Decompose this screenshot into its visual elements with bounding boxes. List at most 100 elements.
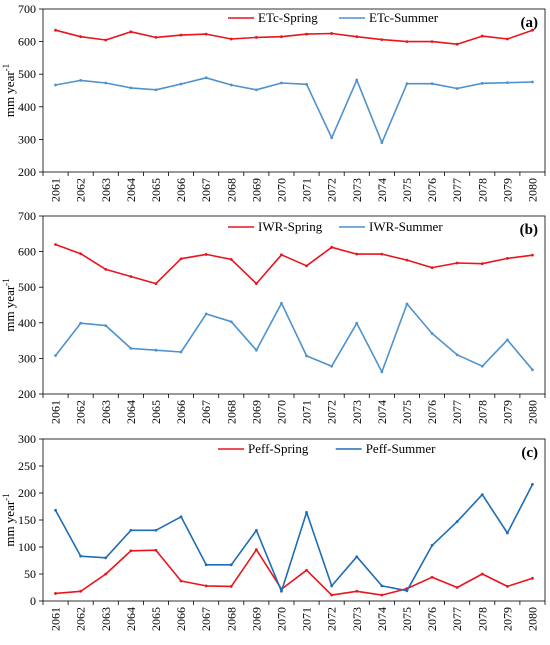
data-point [54, 83, 57, 87]
x-tick-label: 2074 [375, 607, 389, 631]
data-point [455, 42, 459, 46]
data-point [480, 262, 484, 266]
data-point [54, 354, 57, 357]
y-tick-label: 200 [18, 165, 36, 179]
x-tick-label: 2079 [500, 400, 514, 424]
data-point [380, 38, 384, 42]
data-point [355, 589, 359, 593]
data-point [355, 252, 359, 256]
plot-frame [42, 438, 546, 602]
data-point [531, 576, 534, 580]
x-tick-label: 2067 [199, 400, 213, 424]
panel-label: (b) [520, 222, 538, 238]
data-point [531, 482, 534, 486]
y-axis-label-text: mm year [2, 71, 17, 118]
x-tick-label: 2073 [350, 400, 364, 424]
x-tick-label: 2069 [249, 178, 263, 202]
x-tick-label: 2076 [425, 607, 439, 631]
data-point [179, 515, 183, 519]
y-tick-label: 0 [30, 594, 36, 608]
data-point [305, 568, 308, 572]
y-tick-label: 300 [18, 351, 36, 365]
x-tick-label: 2074 [375, 400, 389, 424]
data-point [280, 81, 283, 85]
data-point [154, 282, 158, 286]
x-tick-label: 2061 [49, 607, 63, 631]
y-tick-label: 200 [18, 486, 36, 500]
data-point [330, 593, 334, 597]
data-point [405, 82, 409, 86]
data-point [179, 257, 183, 261]
x-tick-label: 2078 [475, 400, 489, 424]
data-point [54, 592, 57, 595]
data-point [430, 82, 434, 86]
data-point [455, 353, 459, 357]
legend-label: Peff-Spring [248, 441, 309, 456]
x-tick-label: 2064 [124, 400, 138, 424]
data-point [154, 88, 158, 92]
series-line-iwr-spring [55, 243, 533, 285]
data-point [280, 253, 283, 257]
x-tick-label: 2072 [325, 607, 339, 631]
data-point [330, 584, 334, 588]
data-point [455, 87, 459, 90]
x-tick-label: 2080 [525, 607, 539, 631]
data-point [154, 548, 158, 552]
x-tick-label: 2073 [350, 607, 364, 631]
data-point [355, 321, 359, 325]
x-tick-label: 2071 [300, 607, 314, 631]
data-point [104, 324, 108, 328]
y-tick-label: 300 [18, 132, 36, 146]
data-point [79, 252, 83, 256]
data-point [104, 38, 108, 42]
data-point [154, 35, 158, 39]
x-tick-label: 2061 [49, 178, 63, 202]
x-tick-label: 2063 [99, 178, 113, 202]
data-point [455, 261, 459, 265]
data-point [505, 81, 509, 85]
data-point [480, 572, 484, 576]
plot-frame [42, 215, 546, 395]
x-tick-label: 2074 [375, 178, 389, 202]
legend-label: ETc-Spring [258, 10, 318, 25]
data-point [229, 37, 233, 41]
data-point [129, 275, 133, 278]
data-point [455, 520, 459, 524]
data-point [104, 81, 108, 85]
x-tick-label: 2070 [274, 178, 288, 202]
legend: Peff-Spring Peff-Summer [218, 441, 436, 456]
x-tick-label: 2072 [325, 178, 339, 202]
data-point [229, 585, 233, 588]
y-tick-label: 700 [18, 209, 36, 223]
y-axis-label-text: mm year [2, 500, 17, 547]
data-point [154, 528, 158, 532]
data-point [330, 245, 334, 249]
data-point [355, 555, 359, 559]
data-point [79, 589, 83, 593]
y-tick-label: 150 [18, 513, 36, 527]
x-tick-label: 2078 [475, 178, 489, 202]
y-tick-label: 400 [18, 316, 36, 330]
data-point [254, 528, 258, 532]
legend: IWR-Spring IWR-Summer [228, 219, 443, 234]
data-point [480, 34, 484, 38]
data-point [531, 253, 534, 257]
y-axis-label-text: mm year [2, 285, 17, 332]
data-point [104, 556, 108, 560]
data-point [204, 32, 208, 36]
data-point [380, 593, 384, 597]
data-point [531, 368, 534, 372]
data-point [330, 136, 334, 140]
data-point [254, 35, 258, 39]
data-point [430, 40, 434, 43]
x-tick-label: 2071 [300, 178, 314, 202]
data-point [405, 589, 409, 593]
x-tick-label: 2071 [300, 400, 314, 424]
panel-label: (a) [521, 15, 539, 31]
data-point [54, 28, 57, 32]
x-tick-label: 2061 [49, 400, 63, 424]
data-point [79, 78, 83, 82]
y-tick-label: 500 [18, 67, 36, 81]
chart-panel-3: 0 50 100 150 200 250 300 2061 2062 2063 2064 2065 20… [1, 432, 546, 631]
data-point [104, 268, 108, 271]
